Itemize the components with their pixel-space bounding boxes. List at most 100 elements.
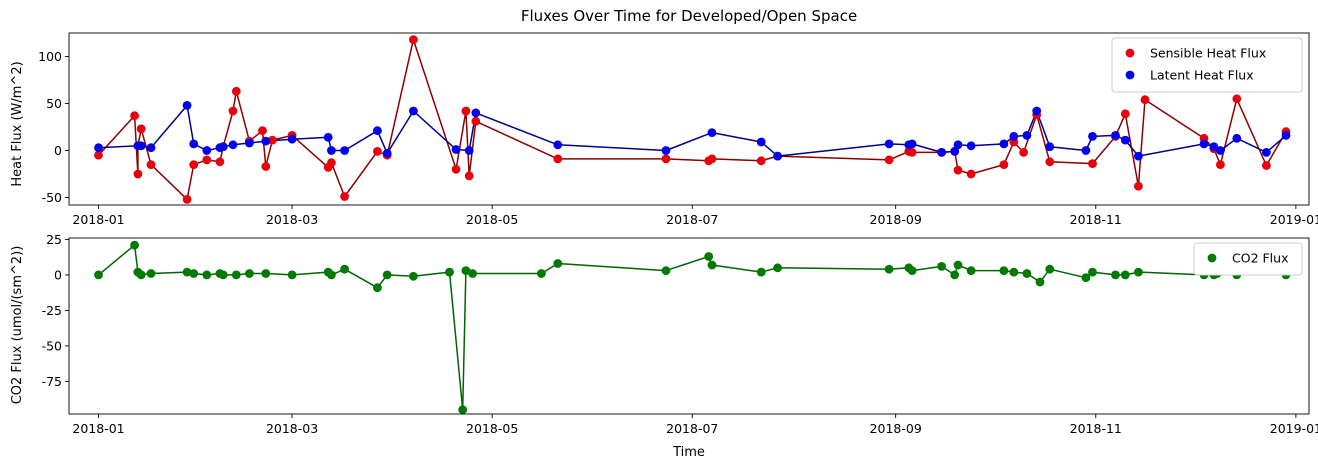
data-point [287,134,297,144]
data-point [966,141,976,151]
data-point [471,108,481,118]
data-point [1134,181,1143,191]
y-tick-label: 25 [46,232,62,247]
data-point [231,270,241,280]
y-tick-label: -25 [42,303,62,318]
data-point [218,270,228,280]
data-point [1045,264,1055,274]
data-point [937,148,946,157]
y-tick-label: 0 [54,143,62,158]
data-point [261,269,271,278]
data-point [94,150,103,160]
data-point [953,260,963,270]
data-point [1019,148,1028,157]
data-point [382,148,392,158]
data-point [756,267,766,277]
legend-label: Sensible Heat Flux [1150,46,1266,61]
data-point [1262,161,1271,170]
data-point [1140,95,1150,105]
data-point [707,154,717,164]
legend-marker [1125,48,1135,58]
legend-box [1111,37,1303,93]
data-point [471,116,481,126]
data-point [261,162,271,171]
legend: CO2 Flux [1193,242,1303,276]
data-point [1088,267,1097,277]
data-point [1199,139,1209,149]
data-point [1009,267,1019,277]
data-point [966,266,976,275]
data-point [182,267,192,277]
data-point [999,139,1009,149]
data-point [1281,131,1291,140]
data-point [884,139,894,149]
legend: Sensible Heat Flux Latent Heat Flux [1111,37,1303,93]
data-point [133,169,143,179]
data-point [136,141,146,151]
bottom-x-axis-label: Time [672,445,705,460]
data-point [1262,148,1271,157]
y-tick-label: 100 [38,49,62,64]
data-point [136,270,146,280]
data-point [884,155,894,165]
x-tick-label: 2018-05 [466,212,518,227]
data-point [340,192,349,201]
data-point [189,269,199,278]
data-point [215,157,225,167]
data-point [661,146,671,155]
data-point [1209,142,1219,152]
data-point [261,136,271,146]
data-point [202,155,212,165]
data-point [1081,273,1091,283]
x-tick-label: 2018-11 [1070,421,1122,436]
x-tick-label: 2019-01 [1270,421,1318,436]
data-point [953,165,963,175]
data-point [553,140,563,150]
co2-flux-panel: -75 -50 -25 0 25 2018-01 2018-03 2018-05 2018-07… [42,232,1318,436]
data-point [773,263,782,273]
plot-frame [68,237,1310,415]
data-point [451,145,461,154]
data-point [182,195,192,204]
data-point [323,132,333,142]
data-point [373,126,382,136]
data-point [661,154,671,164]
data-point [1022,269,1032,278]
data-point [382,270,392,280]
data-point [537,269,546,278]
data-point [1120,109,1130,119]
legend-box [1193,242,1303,276]
data-point [146,143,156,153]
data-point [202,146,212,155]
data-point [953,140,963,150]
data-point [409,106,418,116]
data-point [136,124,146,134]
data-point [1045,157,1055,167]
data-point [130,111,140,121]
data-point [1022,131,1032,140]
data-point [1216,160,1225,170]
x-tick-label: 2019-01 [1270,212,1318,227]
data-point [461,106,471,116]
data-point [146,160,156,170]
x-tick-label: 2018-03 [266,212,318,227]
data-point [907,266,917,275]
x-tick-label: 2018-11 [1070,212,1122,227]
data-point [756,137,766,147]
data-point [451,164,461,174]
data-point [340,264,349,274]
data-point [340,146,349,155]
legend-label: Latent Heat Flux [1150,68,1254,83]
data-point [258,126,267,136]
data-point [189,139,199,149]
data-point [409,271,418,281]
legend-marker [1207,253,1217,263]
data-point [707,128,717,138]
y-tick-label: -75 [42,374,62,389]
data-point [94,143,103,153]
x-tick-label: 2018-01 [72,212,124,227]
data-point [966,169,976,179]
data-point [1111,131,1120,140]
data-point [218,142,228,152]
data-point [1045,142,1055,152]
